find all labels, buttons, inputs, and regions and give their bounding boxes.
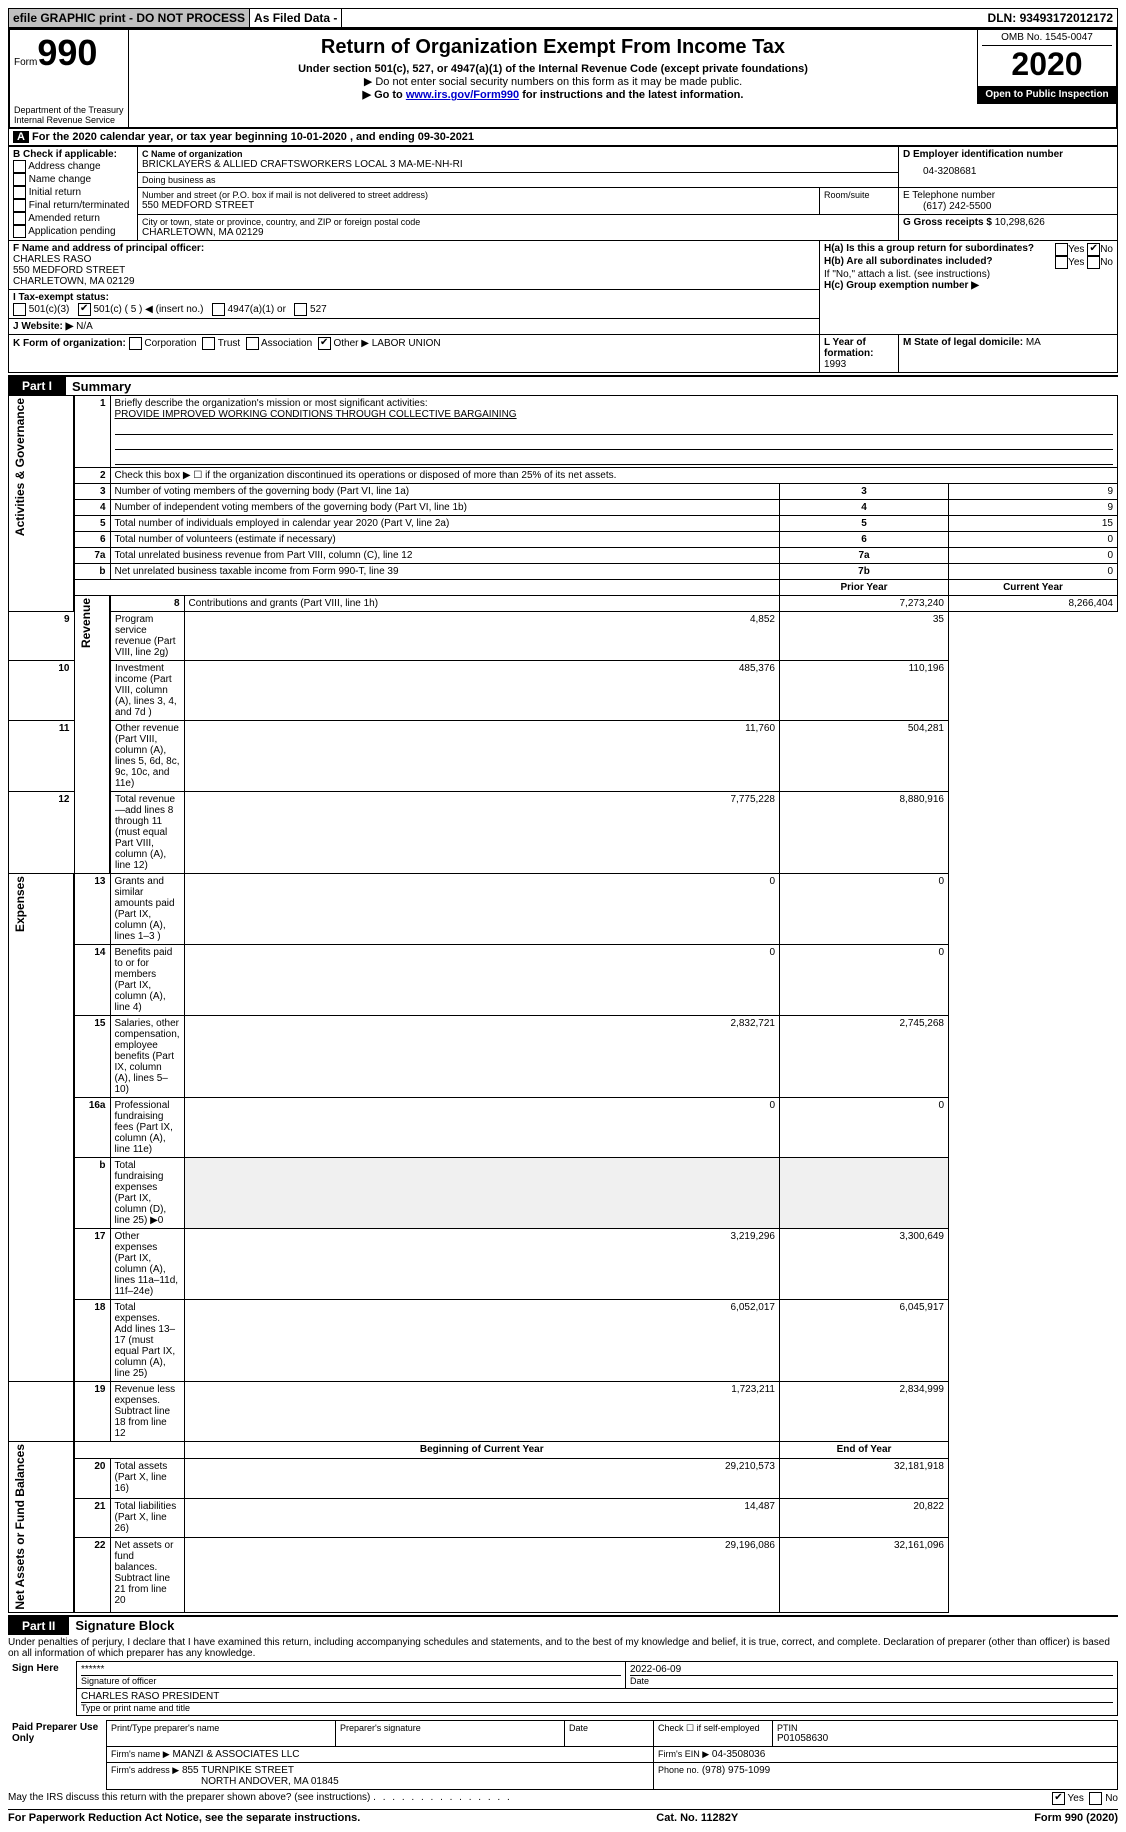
b-name-change[interactable]: Name change [13,173,133,186]
b-address-change[interactable]: Address change [13,160,133,173]
header-grid: B Check if applicable: Address change Na… [8,146,1118,373]
section-i: I Tax-exempt status: 501(c)(3) 501(c) ( … [9,290,820,319]
section-m: M State of legal domicile: MA [899,335,1118,373]
firm-name: MANZI & ASSOCIATES LLC [172,1749,299,1760]
col-end: End of Year [780,1442,949,1459]
street-value: 550 MEDFORD STREET [142,200,815,211]
d-label: D Employer identification number [903,149,1113,160]
col-begin: Beginning of Current Year [184,1442,779,1459]
irs-link[interactable]: www.irs.gov/Form990 [406,89,519,101]
firm-ein: 04-3508036 [712,1749,765,1760]
gov-row: 6Total number of volunteers (estimate if… [9,532,1118,548]
sig-name: CHARLES RASO PRESIDENT [81,1691,1113,1702]
col-current: Current Year [949,580,1118,596]
form-number: 990 [37,32,97,73]
e-label: E Telephone number [903,190,1113,201]
g-label: G Gross receipts $ [903,217,992,228]
form-header: Form990 Return of Organization Exempt Fr… [8,28,1118,129]
b-amended[interactable]: Amended return [13,212,133,225]
gov-row: 3Number of voting members of the governi… [9,484,1118,500]
form-title: Return of Organization Exempt From Incom… [133,36,973,59]
c-name: BRICKLAYERS & ALLIED CRAFTSWORKERS LOCAL… [142,159,894,170]
col-prior: Prior Year [780,580,949,596]
part-ii-header: Part II Signature Block [8,1615,1118,1635]
top-bar: efile GRAPHIC print - DO NOT PROCESS As … [8,8,1118,28]
side-net-assets: Net Assets or Fund Balances [13,1444,27,1610]
signature-table: Sign Here ****** Signature of officer 20… [8,1661,1118,1716]
efile-notice: efile GRAPHIC print - DO NOT PROCESS [9,9,250,27]
e-value: (617) 242-5500 [903,201,1113,212]
firm-phone: (978) 975-1099 [702,1765,770,1776]
section-k: K Form of organization: Corporation Trus… [9,335,820,373]
d-value: 04-3208681 [903,160,1113,177]
section-j: J Website: ▶ N/A [9,319,820,335]
c-name-label: C Name of organization [142,149,894,159]
gov-row: bNet unrelated business taxable income f… [9,564,1118,580]
form-subtitle: Under section 501(c), 527, or 4947(a)(1)… [133,63,973,75]
note-link: ▶ Go to www.irs.gov/Form990 for instruct… [133,88,973,101]
city-label: City or town, state or province, country… [142,217,894,227]
section-b: B Check if applicable: Address change Na… [9,147,138,241]
section-a-text: For the 2020 calendar year, or tax year … [32,131,474,143]
note-ssn: ▶ Do not enter social security numbers o… [133,75,973,88]
omb-number: OMB No. 1545-0047 [982,32,1112,46]
paid-preparer-label: Paid Preparer Use Only [8,1720,107,1789]
city-value: CHARLETOWN, MA 02129 [142,227,894,238]
part-i-header: Part I Summary [8,375,1118,395]
treasury-dept: Department of the Treasury Internal Reve… [14,105,124,125]
b-app-pending[interactable]: Application pending [13,225,133,238]
sig-date: 2022-06-09 [630,1664,1113,1675]
side-governance: Activities & Governance [13,398,27,536]
ptin-value: P01058630 [777,1733,1113,1744]
side-revenue: Revenue [79,598,93,648]
self-employed-check[interactable]: Check ☐ if self-employed [658,1723,768,1734]
section-a: A For the 2020 calendar year, or tax yea… [8,129,1118,146]
section-l: L Year of formation: 1993 [820,335,899,373]
line-2: Check this box ▶ ☐ if the organization d… [110,468,1118,484]
sig-stars: ****** [81,1664,621,1675]
footer-right: Form 990 (2020) [1034,1812,1118,1824]
gov-row: 5Total number of individuals employed in… [9,516,1118,532]
footer-left: For Paperwork Reduction Act Notice, see … [8,1812,360,1824]
discuss-row: May the IRS discuss this return with the… [8,1790,1118,1807]
form-label: Form [14,57,37,68]
mission-text: PROVIDE IMPROVED WORKING CONDITIONS THRO… [115,409,517,420]
footer-center: Cat. No. 11282Y [656,1812,738,1824]
jurat-text: Under penalties of perjury, I declare th… [8,1635,1118,1661]
side-expenses: Expenses [13,876,27,932]
dln-label: DLN: [988,11,1017,25]
footer: For Paperwork Reduction Act Notice, see … [8,1809,1118,1824]
street-label: Number and street (or P.O. box if mail i… [142,190,815,200]
gov-row: 4Number of independent voting members of… [9,500,1118,516]
sig-officer-label: Signature of officer [81,1675,621,1686]
b-label: B Check if applicable: [13,149,133,160]
g-value: 10,298,626 [995,217,1045,228]
firm-address-1: 855 TURNPIKE STREET [182,1765,294,1776]
dln-cell: DLN: 93493172012172 [984,9,1117,27]
b-initial-return[interactable]: Initial return [13,186,133,199]
open-to-public: Open to Public Inspection [978,87,1118,103]
as-filed-label: As Filed Data - [250,9,342,27]
b-final-return[interactable]: Final return/terminated [13,199,133,212]
preparer-table: Paid Preparer Use Only Print/Type prepar… [8,1720,1118,1790]
dba-label: Doing business as [142,175,894,185]
sign-here-label: Sign Here [8,1661,77,1715]
tax-year: 2020 [982,46,1112,83]
room-label: Room/suite [824,190,894,200]
gov-row: 7aTotal unrelated business revenue from … [9,548,1118,564]
dln-value: 93493172012172 [1020,11,1113,25]
section-a-label: A [13,131,29,143]
summary-table: Activities & Governance 1 Briefly descri… [8,395,1118,1613]
section-h: H(a) Is this a group return for subordin… [820,241,1118,335]
form-number-cell: Form990 [14,32,124,74]
firm-address-2: NORTH ANDOVER, MA 01845 [111,1776,339,1787]
section-f: F Name and address of principal officer:… [9,241,820,290]
